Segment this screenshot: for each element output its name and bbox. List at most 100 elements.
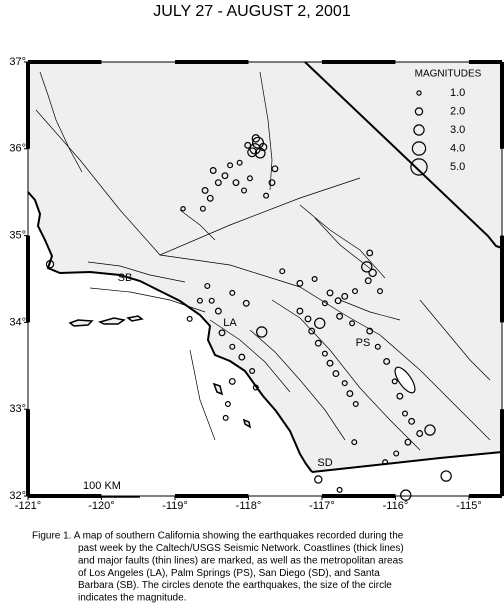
earthquake [246,175,253,182]
legend-label: 4.0 [450,142,465,154]
earthquake [236,159,243,166]
frame-segment [321,494,396,498]
earthquake [321,300,328,307]
islands [68,315,252,429]
earthquake [351,439,358,446]
caption-line: of Los Angeles (LA), Palm Springs (PS), … [78,568,380,579]
earthquake [238,353,246,361]
y-tick-label: 37° [9,56,26,68]
y-tick-label: 34° [9,316,26,328]
earthquake [424,424,436,436]
caption-line: Figure 1. A map of southern California s… [32,531,404,542]
earthquake [229,289,236,296]
earthquake [404,438,412,446]
legend-label: 3.0 [450,124,465,136]
caption-line: and major faults (thin lines) are marked… [78,555,403,566]
land [28,62,502,472]
earthquake [326,289,334,297]
earthquake [334,297,342,305]
earthquake [214,179,222,187]
frame-segment [28,60,102,64]
x-tick-label: -120° [88,500,114,512]
earthquake [393,450,400,457]
legend-circle [410,158,428,176]
earthquake [296,279,304,287]
earthquake [232,179,240,187]
earthquake [341,380,348,387]
x-tick-label: -117° [309,500,335,512]
earthquake [382,459,389,466]
earthquake [201,187,209,194]
earthquake [268,179,276,187]
earthquake [377,288,384,295]
earthquake [222,414,229,421]
earthquake [196,297,203,304]
earthquake [416,430,424,437]
earthquake [336,312,344,320]
earthquake [391,378,398,385]
frame-segment [26,235,30,323]
frame-segment [468,494,502,498]
earthquake [224,400,231,407]
city-label: LA [223,317,237,329]
earthquake [255,326,268,338]
y-tick-label: 35° [9,230,26,242]
legend-title: MAGNITUDES [415,69,482,80]
earthquake [311,276,318,283]
earthquake [204,282,211,289]
earthquake [206,194,214,202]
faults [35,71,491,451]
earthquake [228,377,236,385]
caption: Figure 1. A map of southern California s… [32,531,404,604]
earthquake [247,147,258,158]
scale-label: 100 KM [83,480,121,492]
earthquake [341,292,349,300]
earthquake [186,315,193,322]
earthquake [208,297,215,304]
frame-segment [500,235,504,323]
border-mexico [311,451,503,473]
frame-segment [174,60,249,64]
earthquake [361,261,373,273]
earthquake [249,368,256,375]
earthquake [326,359,334,367]
basemap [27,61,503,473]
y-tick-label: 36° [9,143,26,155]
caption-line: Barbara (SB). The circles denote the ear… [78,580,392,591]
frame-segment [468,60,502,64]
earthquake [408,417,416,425]
frame-segment [321,60,396,64]
earthquake [314,339,322,347]
earthquake [396,392,404,400]
earthquake [304,315,312,323]
earthquake [314,317,326,329]
frame-segment [28,494,102,498]
x-tick-label: -115° [456,500,482,512]
earthquake [242,299,250,307]
y-tick-label: 33° [9,403,26,415]
earthquake [227,162,234,169]
earthquake [321,350,328,357]
earthquake [221,172,229,180]
earthquake [308,327,316,335]
frame-segment [174,494,249,498]
earthquake [352,288,359,295]
earthquake [366,249,374,257]
earthquake [45,260,55,269]
earthquake [251,134,261,143]
caption-line: indicates the magnitude. [78,593,186,604]
x-tick-label: -121° [15,500,41,512]
legend-label: 5.0 [450,161,465,173]
earthquake [352,400,359,407]
earthquake [279,268,286,275]
earthquake [364,277,372,285]
x-tick-label: -116° [383,500,409,512]
coastline [27,191,313,473]
legend-circle [413,124,425,136]
legend-circle [411,141,427,156]
salton-sea [394,366,416,394]
frame-segment [500,62,504,149]
earthquake [271,165,279,173]
